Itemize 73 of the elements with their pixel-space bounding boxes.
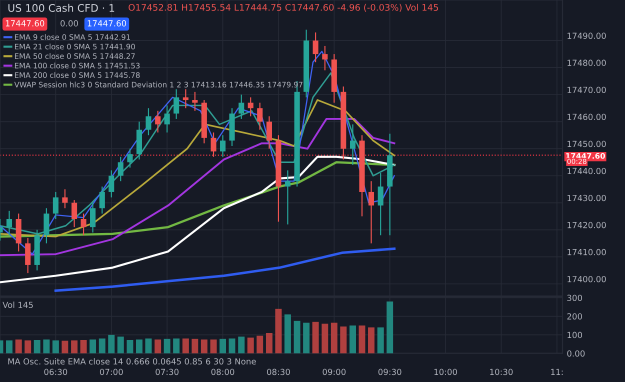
annotation: 0.00: [60, 20, 78, 26]
annotation: 17447.60: [6, 20, 44, 26]
y-tick-label: 17460.00: [568, 114, 606, 120]
x-tick-label: 11:: [551, 368, 563, 375]
bar: [330, 322, 338, 354]
y-tick-label: 17490.00: [568, 32, 606, 39]
bar: [43, 339, 50, 354]
y-tick-label: 17400.00: [568, 276, 606, 282]
bar: [256, 336, 264, 354]
x-tick-label: 10:30: [490, 368, 513, 376]
y-tick-label: 17480.00: [568, 60, 606, 66]
y-tick-label: 17470.00: [568, 86, 606, 94]
bar: [24, 340, 32, 354]
bar: [192, 338, 198, 354]
bar: [34, 340, 40, 354]
bar: [6, 340, 12, 354]
bar: [284, 314, 291, 354]
bar: [303, 322, 310, 354]
y-tick-label: 17430.00: [568, 194, 606, 202]
bar: [173, 338, 180, 354]
bar: [247, 338, 254, 354]
bar: [108, 334, 115, 354]
y-tick-label: 200: [567, 313, 582, 320]
bar: [52, 340, 59, 354]
bar: [275, 308, 282, 354]
x-tick-label: 07:30: [156, 368, 179, 376]
bar: [154, 339, 162, 354]
y-tick-label: 17420.00: [568, 222, 606, 228]
bar: [322, 324, 328, 354]
text: MA Osc. Suite EMA close 14 0.666 0.0645 0.85 6 30 3 None: [8, 358, 256, 365]
bar: [80, 340, 87, 354]
bar: [386, 301, 394, 354]
bar: [71, 340, 78, 354]
bar: [358, 326, 366, 354]
x-tick-label: 08:30: [267, 368, 290, 376]
y-tick-label: 300: [567, 294, 582, 302]
bar: [90, 339, 96, 354]
bar: [200, 339, 208, 354]
bar: [294, 320, 300, 354]
bar: [266, 332, 272, 354]
annotation: 17447.60: [88, 20, 126, 26]
bar: [340, 326, 347, 354]
annotation: Vol 145: [2, 302, 33, 308]
bar: [238, 336, 245, 354]
bar: [15, 339, 22, 354]
y-tick-label: 100: [568, 332, 582, 338]
bar: [220, 338, 226, 354]
x-tick-label: 06:30: [44, 368, 68, 376]
bar: [350, 326, 356, 354]
bar: [62, 340, 68, 354]
x-tick-label: 09:30: [378, 368, 402, 376]
bar: [368, 327, 374, 354]
x-tick-label: 07:00: [100, 368, 123, 376]
bar: [126, 340, 134, 354]
bar: [228, 338, 236, 354]
bar: [210, 339, 217, 354]
y-tick-label: 17450.00: [568, 140, 606, 148]
y-tick-label: 0.00: [567, 350, 585, 357]
y-tick-label: 17440.00: [568, 168, 606, 174]
bar: [164, 338, 170, 354]
x-tick-label: 09:00: [322, 368, 346, 376]
bar: [145, 338, 152, 354]
y-tick-label: 17410.00: [568, 248, 606, 256]
bar: [377, 327, 384, 354]
bar: [312, 322, 319, 354]
bar: [98, 338, 106, 354]
x-tick-label: 08:00: [211, 368, 234, 376]
x-tick-label: 10:00: [434, 368, 457, 376]
bar: [136, 339, 142, 354]
bar: [117, 336, 124, 354]
chart-subtitle: O17452.81 H17455.54 L17444.75 C17447.60 -4.96 (-0.03%) Vol 145: [128, 4, 438, 12]
chart-title: US 100 Cash CFD · 1: [8, 4, 114, 12]
bar: [182, 338, 189, 354]
